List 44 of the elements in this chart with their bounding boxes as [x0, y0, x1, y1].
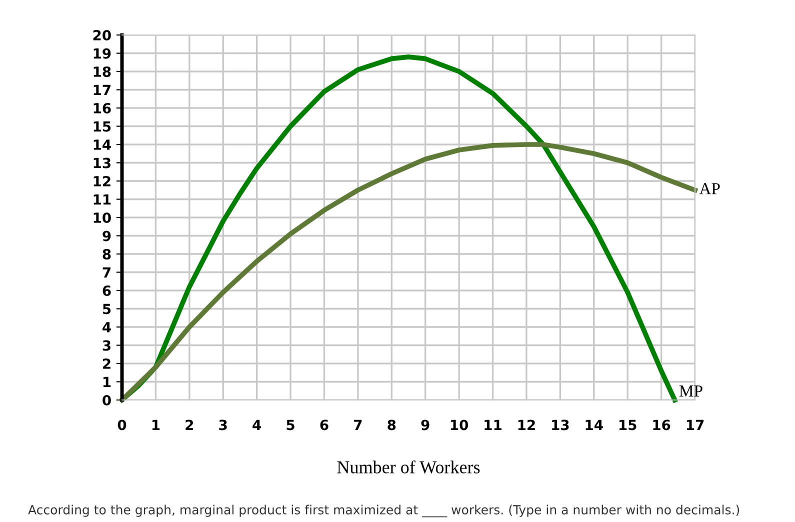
- y-tick-label: 3: [102, 340, 110, 351]
- y-tick-label: 0: [102, 394, 111, 406]
- y-tick-label: 14: [94, 140, 111, 150]
- text: According to the graph, marginal product is first maximized at ____ workers. (Type in a number with no decimals.): [28, 504, 740, 518]
- x-tick-label: 9: [421, 420, 430, 430]
- x-tick-label: 13: [552, 420, 569, 430]
- line-series: [120, 54, 678, 402]
- y-tick-label: 19: [94, 48, 111, 59]
- x-tick-label: 16: [653, 420, 670, 430]
- y-tick-label: 11: [94, 194, 111, 205]
- x-tick-label: 14: [586, 420, 603, 430]
- y-tick-label: 18: [94, 66, 111, 77]
- x-tick-label: 2: [186, 420, 194, 430]
- x-tick-label: 17: [686, 420, 704, 430]
- y-tick-label: 17: [94, 84, 110, 96]
- series-label: MP: [679, 386, 702, 396]
- y-tick-label: 6: [102, 285, 111, 296]
- y-tick-label: 4: [102, 322, 111, 332]
- y-tick-label: 5: [102, 304, 111, 314]
- x-tick-label: 4: [252, 420, 262, 430]
- y-tick-label: 10: [94, 212, 111, 223]
- y-tick-label: 7: [102, 267, 110, 278]
- series-label: AP: [699, 183, 720, 194]
- x-axis-title: Number of Workers: [337, 460, 480, 474]
- y-tick-label: 20: [93, 30, 111, 40]
- y-tick-label: 8: [102, 248, 111, 260]
- x-tick-label: 15: [619, 420, 636, 430]
- x-tick-label: 0: [118, 420, 126, 430]
- x-tick-label: 10: [450, 420, 468, 430]
- x-tick-label: 5: [286, 420, 294, 430]
- y-tick-label: 2: [103, 358, 110, 369]
- x-tick-label: 6: [320, 420, 328, 430]
- y-tick-label: 12: [94, 176, 110, 186]
- x-tick-label: 11: [484, 420, 502, 430]
- x-tick-label: 7: [354, 420, 362, 430]
- y-tick-label: 1: [103, 376, 111, 388]
- y-tick-label: 15: [94, 121, 111, 132]
- y-tick-label: 16: [94, 102, 111, 114]
- x-tick-label: 1: [152, 420, 160, 430]
- x-tick-label: 12: [518, 420, 535, 430]
- x-tick-label: 8: [388, 420, 396, 430]
- x-tick-label: 3: [219, 420, 227, 430]
- y-tick-label: 9: [102, 230, 111, 242]
- y-tick-label: 13: [94, 158, 110, 168]
